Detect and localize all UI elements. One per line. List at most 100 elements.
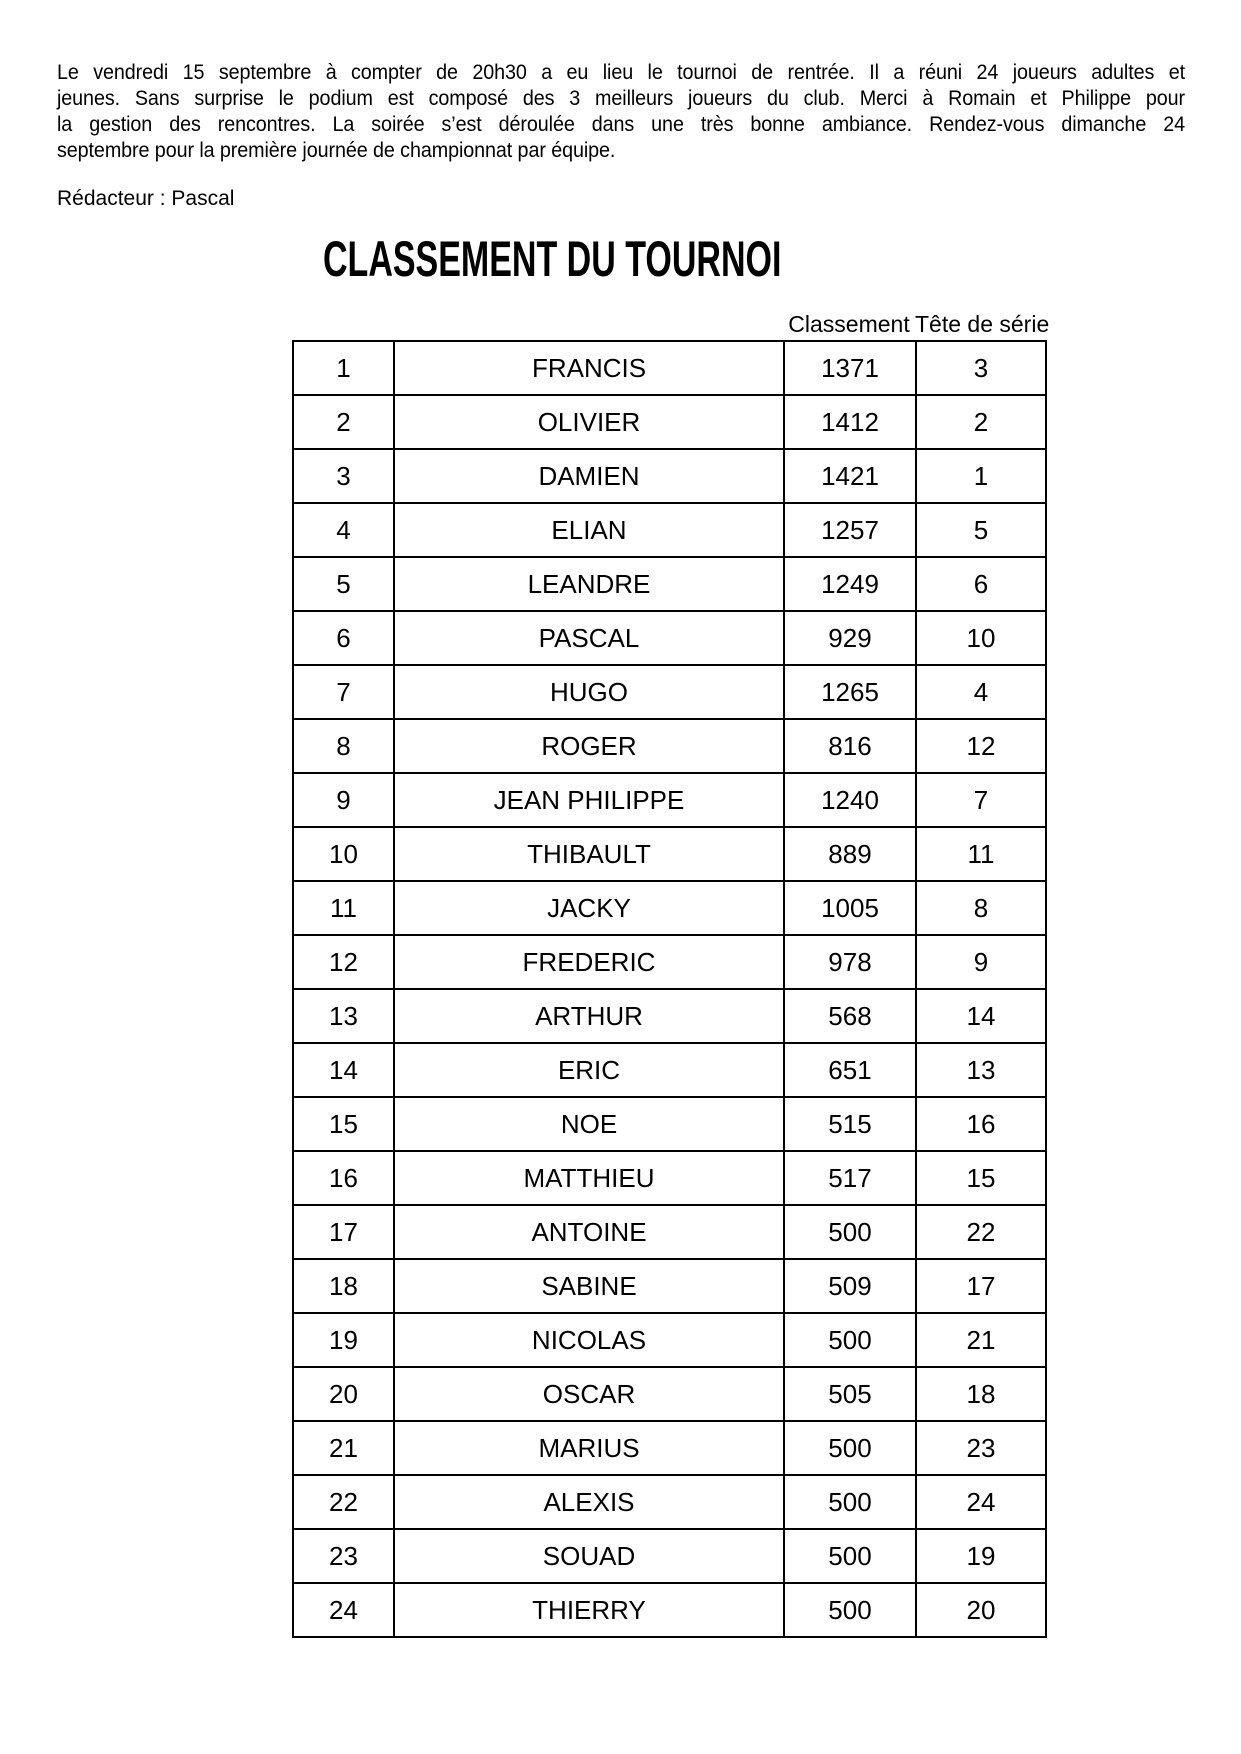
table-row: 19 NICOLAS 500 21: [292, 1312, 1047, 1368]
rank-cell: 5: [292, 556, 395, 612]
rank-cell: 21: [292, 1420, 395, 1476]
seed-cell: 12: [915, 718, 1047, 774]
name-cell: OLIVIER: [393, 394, 785, 450]
rank-cell: 15: [292, 1096, 395, 1152]
seed-cell: 23: [915, 1420, 1047, 1476]
classement-cell: 1240: [783, 772, 917, 828]
name-cell: LEANDRE: [393, 556, 785, 612]
classement-cell: 515: [783, 1096, 917, 1152]
classement-cell: 568: [783, 988, 917, 1044]
classement-cell: 1249: [783, 556, 917, 612]
name-cell: THIERRY: [393, 1582, 785, 1638]
seed-cell: 17: [915, 1258, 1047, 1314]
classement-cell: 816: [783, 718, 917, 774]
ranking-table-body: 1 FRANCIS 1371 3 2 OLIVIER 1412 2 3 DAMI…: [292, 340, 1047, 1638]
table-row: 2 OLIVIER 1412 2: [292, 394, 1047, 450]
table-row: 16 MATTHIEU 517 15: [292, 1150, 1047, 1206]
seed-cell: 6: [915, 556, 1047, 612]
seed-cell: 1: [915, 448, 1047, 504]
table-row: 8 ROGER 816 12: [292, 718, 1047, 774]
paragraph-line: la gestion des rencontres. La soirée s’e…: [57, 113, 1185, 136]
seed-cell: 2: [915, 394, 1047, 450]
classement-cell: 500: [783, 1528, 917, 1584]
classement-cell: 1257: [783, 502, 917, 558]
rank-cell: 24: [292, 1582, 395, 1638]
classement-cell: 1412: [783, 394, 917, 450]
seed-cell: 20: [915, 1582, 1047, 1638]
name-cell: PASCAL: [393, 610, 785, 666]
table-row: 9 JEAN PHILIPPE 1240 7: [292, 772, 1047, 828]
seed-cell: 3: [915, 340, 1047, 396]
table-row: 14 ERIC 651 13: [292, 1042, 1047, 1098]
name-cell: ALEXIS: [393, 1474, 785, 1530]
table-row: 3 DAMIEN 1421 1: [292, 448, 1047, 504]
table-row: 6 PASCAL 929 10: [292, 610, 1047, 666]
classement-cell: 500: [783, 1420, 917, 1476]
classement-cell: 500: [783, 1204, 917, 1260]
name-cell: ERIC: [393, 1042, 785, 1098]
name-cell: ROGER: [393, 718, 785, 774]
rank-cell: 23: [292, 1528, 395, 1584]
name-cell: ANTOINE: [393, 1204, 785, 1260]
rank-cell: 13: [292, 988, 395, 1044]
seed-cell: 11: [915, 826, 1047, 882]
rank-cell: 14: [292, 1042, 395, 1098]
seed-cell: 15: [915, 1150, 1047, 1206]
column-header-classement: Classement: [788, 311, 910, 337]
name-cell: JACKY: [393, 880, 785, 936]
rank-cell: 16: [292, 1150, 395, 1206]
intro-paragraph: Le vendredi 15 septembre à compter de 20…: [57, 60, 1185, 164]
classement-cell: 651: [783, 1042, 917, 1098]
paragraph-line: Le vendredi 15 septembre à compter de 20…: [57, 61, 1185, 84]
name-cell: JEAN PHILIPPE: [393, 772, 785, 828]
classement-cell: 1005: [783, 880, 917, 936]
paragraph-line: septembre pour la première journée de ch…: [57, 139, 616, 162]
rank-cell: 6: [292, 610, 395, 666]
column-header-tete-de-serie: Tête de série: [915, 311, 1050, 337]
name-cell: ELIAN: [393, 502, 785, 558]
rank-cell: 18: [292, 1258, 395, 1314]
page-title: CLASSEMENT DU TOURNOI: [323, 231, 782, 287]
name-cell: OSCAR: [393, 1366, 785, 1422]
table-row: 15 NOE 515 16: [292, 1096, 1047, 1152]
table-column-headers: Classement Tête de série: [783, 311, 1050, 337]
table-row: 24 THIERRY 500 20: [292, 1582, 1047, 1638]
classement-cell: 978: [783, 934, 917, 990]
table-row: 4 ELIAN 1257 5: [292, 502, 1047, 558]
rank-cell: 9: [292, 772, 395, 828]
rank-cell: 10: [292, 826, 395, 882]
rank-cell: 22: [292, 1474, 395, 1530]
classement-cell: 929: [783, 610, 917, 666]
classement-cell: 509: [783, 1258, 917, 1314]
name-cell: THIBAULT: [393, 826, 785, 882]
classement-cell: 889: [783, 826, 917, 882]
name-cell: NICOLAS: [393, 1312, 785, 1368]
name-cell: SOUAD: [393, 1528, 785, 1584]
name-cell: HUGO: [393, 664, 785, 720]
table-row: 23 SOUAD 500 19: [292, 1528, 1047, 1584]
classement-cell: 500: [783, 1312, 917, 1368]
seed-cell: 21: [915, 1312, 1047, 1368]
seed-cell: 10: [915, 610, 1047, 666]
rank-cell: 8: [292, 718, 395, 774]
table-row: 7 HUGO 1265 4: [292, 664, 1047, 720]
seed-cell: 8: [915, 880, 1047, 936]
table-row: 5 LEANDRE 1249 6: [292, 556, 1047, 612]
name-cell: FREDERIC: [393, 934, 785, 990]
table-row: 20 OSCAR 505 18: [292, 1366, 1047, 1422]
seed-cell: 14: [915, 988, 1047, 1044]
name-cell: FRANCIS: [393, 340, 785, 396]
seed-cell: 7: [915, 772, 1047, 828]
rank-cell: 19: [292, 1312, 395, 1368]
seed-cell: 18: [915, 1366, 1047, 1422]
rank-cell: 3: [292, 448, 395, 504]
byline: Rédacteur : Pascal: [57, 187, 235, 210]
name-cell: MATTHIEU: [393, 1150, 785, 1206]
ranking-table: 1 FRANCIS 1371 3 2 OLIVIER 1412 2 3 DAMI…: [292, 340, 1047, 1638]
name-cell: NOE: [393, 1096, 785, 1152]
name-cell: DAMIEN: [393, 448, 785, 504]
table-row: 18 SABINE 509 17: [292, 1258, 1047, 1314]
classement-cell: 1265: [783, 664, 917, 720]
rank-cell: 12: [292, 934, 395, 990]
